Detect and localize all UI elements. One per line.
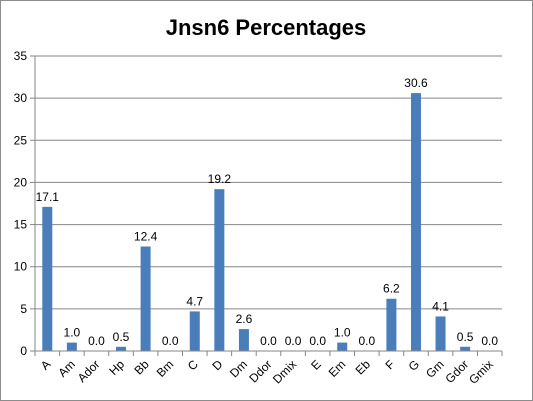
x-tick-label: Eb: [353, 357, 374, 378]
x-tick-label: Dmix: [270, 357, 299, 386]
x-tick-label: Bm: [154, 357, 177, 380]
bar: [189, 311, 200, 351]
data-label: 19.2: [208, 172, 232, 186]
y-tick-label: 5: [20, 302, 27, 316]
chart-title: Jnsn6 Percentages: [166, 15, 367, 40]
x-tick-label: Am: [55, 357, 78, 380]
x-tick-label: G: [406, 357, 423, 374]
x-tick-label: Gdor: [442, 357, 471, 386]
data-label: 30.6: [404, 76, 428, 90]
bar: [66, 342, 77, 351]
x-tick-label: Bb: [131, 357, 152, 378]
data-label: 0.0: [162, 334, 179, 348]
y-tick-label: 0: [20, 344, 27, 358]
data-label: 2.6: [236, 312, 253, 326]
y-tick-label: 25: [14, 133, 28, 147]
axes: [34, 56, 502, 352]
data-label: 12.4: [134, 229, 158, 243]
x-tick-label: E: [308, 357, 324, 373]
x-tick-label: Ddor: [246, 357, 274, 385]
y-tick-label: 35: [14, 49, 28, 63]
bar: [435, 316, 446, 351]
data-label: 17.1: [36, 190, 60, 204]
data-label: 4.7: [186, 294, 203, 308]
data-labels: 17.1 1.0 0.0 0.5 12.4 0.0 4.7 19.2 2.6 0.0 0.0 0.0 1…: [36, 76, 499, 348]
bar: [460, 346, 471, 351]
y-tick-label: 30: [14, 91, 28, 105]
x-tick-label: A: [38, 357, 54, 373]
x-tick-label: F: [382, 357, 397, 372]
data-label: 4.1: [432, 299, 449, 313]
data-label: 0.0: [88, 334, 105, 348]
data-label: 0.0: [481, 334, 498, 348]
bar: [116, 346, 127, 351]
x-tick-label: Em: [326, 357, 349, 380]
bar: [214, 189, 225, 351]
x-tick-label: Hp: [106, 357, 127, 378]
data-label: 0.0: [309, 334, 326, 348]
data-label: 0.0: [260, 334, 277, 348]
data-label: 1.0: [334, 326, 351, 340]
y-tick-label: 15: [14, 218, 28, 232]
bars: [42, 93, 471, 351]
y-axis-ticks: 0 5 10 15 20 25 30 35: [14, 49, 35, 358]
bar: [42, 206, 53, 351]
bar: [410, 93, 421, 351]
x-tick-label: Ador: [75, 357, 103, 385]
x-tick-label: C: [185, 357, 201, 373]
data-label: 0.5: [457, 330, 474, 344]
y-tick-label: 20: [14, 175, 28, 189]
data-label: 0.0: [358, 334, 375, 348]
data-label: 6.2: [383, 282, 400, 296]
bar: [238, 329, 249, 351]
bar: [140, 246, 151, 351]
data-label: 0.5: [113, 330, 130, 344]
bar: [337, 342, 348, 351]
y-tick-label: 10: [14, 260, 28, 274]
bar: [386, 298, 397, 351]
data-label: 1.0: [64, 326, 81, 340]
data-label: 0.0: [285, 334, 302, 348]
x-tick-label: D: [209, 357, 225, 373]
gridlines: [35, 55, 502, 310]
x-tick-label: Gmix: [466, 357, 496, 387]
